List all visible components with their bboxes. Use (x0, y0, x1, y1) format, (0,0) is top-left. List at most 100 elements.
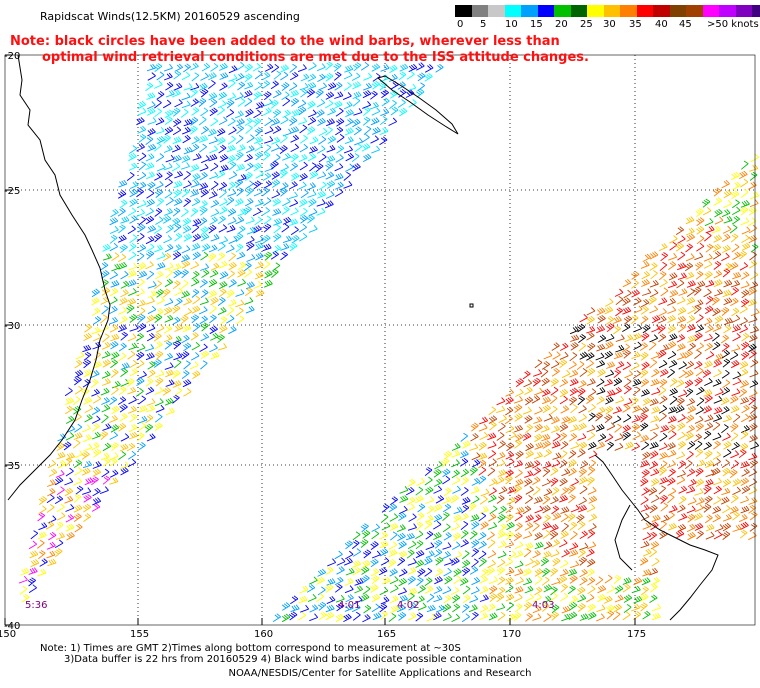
wind-barb (353, 108, 363, 116)
wind-barb (570, 478, 580, 487)
wind-barb (172, 217, 181, 226)
wind-barb (703, 430, 712, 440)
wind-barb (730, 494, 739, 504)
legend-swatch (537, 5, 554, 17)
wind-barb (298, 181, 307, 190)
wind-barb (199, 163, 209, 172)
wind-barb (208, 80, 216, 89)
wind-barb (497, 576, 506, 586)
wind-barb (632, 378, 642, 387)
wind-barb (640, 593, 649, 602)
wind-barb (677, 523, 687, 532)
wind-barb (560, 583, 568, 593)
wind-barb (344, 127, 354, 136)
wind-barb (399, 107, 408, 117)
wind-barb (164, 109, 174, 118)
wind-barb (210, 296, 219, 306)
wind-barb (658, 297, 668, 306)
wind-barb (704, 450, 713, 460)
wind-barb (415, 540, 424, 550)
wind-barb (722, 522, 731, 532)
wind-barb (740, 460, 750, 469)
wind-barb (55, 470, 65, 478)
wind-barb (588, 459, 596, 469)
wind-barb (740, 206, 749, 216)
wind-barb (524, 386, 533, 395)
wind-barb (478, 540, 487, 550)
wind-barb (569, 326, 579, 335)
wind-barb (469, 595, 479, 603)
wind-barb (639, 557, 649, 566)
wind-barb (522, 370, 531, 380)
wind-barb (668, 333, 678, 342)
wind-barb (642, 253, 652, 262)
wind-barb (488, 415, 498, 424)
wind-barb (217, 306, 227, 316)
wind-barb (243, 262, 252, 272)
wind-barb (109, 324, 119, 333)
wind-barb (174, 387, 183, 397)
wind-barb (577, 449, 586, 458)
wind-barb (731, 314, 741, 324)
wind-barb (164, 352, 174, 361)
wind-barb (678, 460, 686, 470)
wind-barb (316, 576, 325, 585)
wind-barb (72, 439, 81, 449)
wind-barb (101, 341, 111, 350)
wind-barb (488, 576, 498, 585)
wind-barb (389, 576, 399, 585)
wind-barb (739, 305, 748, 314)
wind-barb (525, 424, 533, 433)
wind-barb (37, 512, 46, 522)
wind-barb (741, 242, 751, 251)
wind-barb (307, 126, 316, 135)
wind-barb (712, 513, 721, 523)
wind-barb (219, 153, 229, 163)
wind-barb (299, 214, 309, 224)
wind-barb (82, 487, 92, 495)
wind-barb (507, 550, 517, 559)
wind-barb (154, 422, 163, 431)
wind-barb (713, 496, 722, 505)
wind-barb (569, 378, 579, 387)
wind-barb (667, 324, 676, 334)
wind-barb (667, 340, 677, 350)
wind-barb (138, 371, 147, 379)
wind-barb (615, 344, 625, 353)
wind-barb (568, 601, 578, 611)
wind-barb (579, 568, 588, 578)
wind-barb (587, 558, 596, 568)
wind-barb (91, 326, 101, 335)
wind-barb (154, 188, 164, 198)
wind-barb (388, 549, 398, 558)
wind-barb (704, 478, 714, 487)
wind-barb (147, 290, 157, 298)
wind-barb (182, 217, 192, 227)
wind-barb (372, 72, 381, 82)
wind-barb (721, 369, 730, 379)
wind-barb (353, 126, 362, 136)
wind-barb (597, 314, 606, 324)
wind-barb (155, 216, 164, 225)
wind-barb (514, 593, 523, 603)
wind-barb (75, 485, 84, 495)
wind-barb (74, 359, 83, 369)
wind-barb (586, 424, 596, 433)
legend-tick-label: 0 (457, 19, 464, 30)
wind-barb (550, 549, 560, 558)
wind-barb (622, 611, 631, 621)
wind-barb (659, 451, 669, 460)
wind-barb (172, 207, 181, 217)
wind-barb (172, 369, 181, 379)
wind-barb (111, 386, 119, 396)
wind-barb (515, 576, 524, 585)
wind-barb (65, 415, 75, 424)
legend-swatch (686, 5, 703, 17)
wind-barb (388, 613, 397, 622)
wind-barb (729, 469, 738, 479)
wind-barb (90, 379, 99, 388)
wind-barb (407, 523, 417, 531)
wind-barb (748, 224, 758, 234)
wind-barb (534, 406, 543, 415)
wind-barb (325, 604, 335, 613)
